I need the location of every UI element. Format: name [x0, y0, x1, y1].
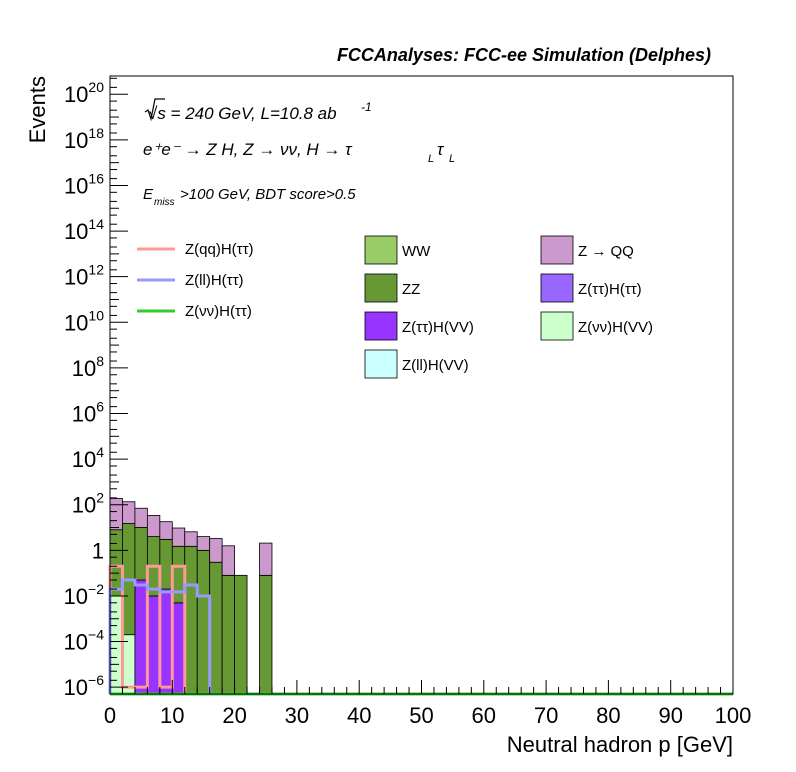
annotation-cuts-sub: miss — [154, 197, 175, 208]
legend-line-label: Z(qq)H(ττ) — [185, 241, 254, 258]
annotation-cuts-E: E — [143, 186, 154, 203]
bar-z-h-vv--4 — [134, 579, 148, 695]
bar-z-qq-16 — [209, 538, 223, 563]
legend-box-swatch — [364, 273, 398, 303]
legend-box-swatch — [540, 235, 574, 265]
y-tick-label: 1012 — [64, 262, 104, 290]
annotation-cuts-rest: >100 GeV, BDT score>0.5 — [180, 186, 356, 203]
bar-z-h-vv--8 — [159, 588, 173, 695]
y-tick-label: 106 — [72, 399, 104, 427]
line-z-ll-h- — [108, 578, 212, 694]
x-tick-label: 50 — [409, 703, 433, 728]
x-tick-label: 0 — [104, 703, 116, 728]
y-tick-label: 1 — [92, 538, 104, 563]
annotation-tau-sub-1: L — [428, 153, 434, 165]
annotation-energy: √s = 240 GeV, L=10.8 ab -1 — [144, 98, 372, 123]
sqrt-sign — [144, 98, 165, 122]
x-tick-label: 100 — [715, 703, 752, 728]
legend-box-label: Z(ll)H(VV) — [402, 357, 469, 374]
bar-z-h-vv--0 — [109, 595, 123, 695]
legend-box-label: WW — [402, 243, 431, 260]
bar-z-h-vv--6 — [146, 595, 161, 695]
x-tick-label: 10 — [160, 703, 184, 728]
bars-layer — [109, 498, 273, 695]
legend-box-label: Z(ττ)H(ττ) — [578, 281, 642, 298]
y-tick-label: 1020 — [64, 79, 104, 107]
bar-z-qq-8 — [159, 521, 173, 540]
bar-z-qq-14 — [196, 536, 211, 551]
bar-zz-24 — [259, 574, 273, 695]
bar-z-qq-24 — [259, 542, 273, 576]
legend-box-label: ZZ — [402, 281, 420, 298]
y-tick-label: 1014 — [64, 216, 104, 244]
annotation-process: e⁺e⁻ → Z H, Z → νν, H → τ L τ L — [143, 140, 455, 165]
annotation-lumi-exponent: -1 — [361, 100, 372, 114]
bar-zz-0 — [109, 529, 123, 597]
legend-box-swatch — [364, 311, 398, 341]
legend-line-label: Z(νν)H(ττ) — [185, 303, 252, 320]
legend-box-swatch — [364, 349, 398, 379]
bar-zz-12 — [184, 545, 198, 695]
legend-box-swatch — [540, 311, 574, 341]
bar-zz-18 — [221, 574, 235, 695]
x-tick-label: 90 — [658, 703, 682, 728]
annotation-process-text: e⁺e⁻ → Z H, Z → νν, H → τ — [143, 140, 353, 159]
legend-box-swatch — [364, 235, 398, 265]
y-tick-label: 1010 — [64, 307, 104, 335]
bar-z-qq-0 — [109, 498, 123, 531]
annotation-sqrt-s: √s = 240 GeV, L=10.8 ab — [148, 104, 337, 123]
bar-zz-14 — [196, 549, 211, 695]
legend-box-swatch — [540, 273, 574, 303]
bar-z-qq-18 — [221, 545, 235, 576]
y-tick-label: 104 — [72, 444, 104, 472]
legend: Z(qq)H(ττ) Z(ll)H(ττ) Z(νν)H(ττ) WW Z → QQ ZZ… — [137, 235, 653, 379]
chart-title: FCCAnalyses: FCC-ee Simulation (Delphes) — [337, 45, 711, 65]
bar-z-qq-6 — [146, 515, 161, 537]
y-tick-label: 10−6 — [64, 672, 105, 700]
x-tick-label: 40 — [347, 703, 371, 728]
legend-box-label: Z(νν)H(VV) — [578, 319, 653, 336]
bar-z-qq-10 — [171, 527, 186, 547]
legend-box-label: Z → QQ — [578, 243, 634, 260]
y-tick-label: 108 — [72, 353, 104, 381]
x-tick-label: 70 — [534, 703, 558, 728]
legend-box-label: Z(ττ)H(VV) — [402, 319, 474, 336]
bar-z-h-vv--10 — [171, 602, 186, 695]
x-tick-label: 20 — [222, 703, 246, 728]
annotation-tau-2: τ — [437, 140, 445, 159]
legend-line-label: Z(ll)H(ττ) — [185, 272, 244, 289]
ticks-layer: 0 10 20 30 40 50 60 70 80 90 10010−610−410−2110210… — [64, 77, 752, 728]
bar-zz-8 — [159, 538, 173, 590]
line-z-qq-h- — [108, 564, 187, 694]
y-tick-label: 10−2 — [64, 581, 105, 609]
bar-z-qq-4 — [134, 507, 148, 528]
bar-z-h-vv--2 — [122, 634, 136, 695]
bar-zz-4 — [134, 527, 148, 581]
bar-zz-20 — [234, 574, 248, 695]
y-axis-label: Events — [25, 76, 50, 143]
x-tick-label: 60 — [472, 703, 496, 728]
y-tick-label: 1016 — [64, 170, 104, 198]
x-tick-label: 80 — [596, 703, 620, 728]
annotation-cuts: E miss >100 GeV, BDT score>0.5 — [143, 186, 356, 208]
y-tick-label: 10−4 — [64, 627, 105, 655]
y-tick-label: 102 — [72, 490, 104, 518]
y-tick-label: 1018 — [64, 125, 104, 153]
bar-zz-16 — [209, 561, 223, 695]
x-axis-label: Neutral hadron p [GeV] — [507, 732, 733, 757]
annotation-tau-sub-2: L — [449, 153, 455, 165]
bar-z-qq-12 — [184, 531, 198, 547]
bar-zz-10 — [171, 545, 186, 604]
x-tick-label: 30 — [285, 703, 309, 728]
